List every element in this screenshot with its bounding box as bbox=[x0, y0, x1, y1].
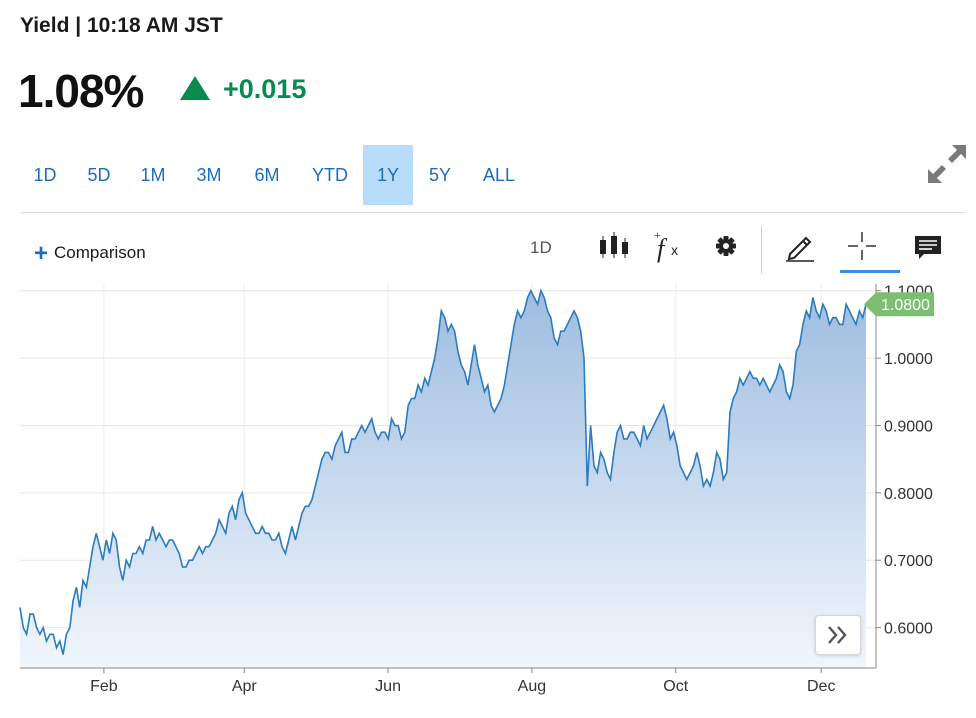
y-tick-label: 0.9000 bbox=[884, 418, 933, 435]
range-tab-6m[interactable]: 6M bbox=[254, 165, 280, 185]
crosshair-icon[interactable] bbox=[844, 228, 880, 264]
x-tick-label: Apr bbox=[232, 678, 258, 695]
add-comparison-button[interactable]: + Comparison bbox=[34, 240, 146, 268]
last-value-badge bbox=[864, 292, 934, 317]
up-arrow-icon bbox=[180, 76, 210, 100]
x-tick-label: Feb bbox=[90, 678, 118, 695]
svg-text:f: f bbox=[657, 234, 668, 263]
range-tab-ytd[interactable]: YTD bbox=[312, 165, 348, 185]
yield-chart[interactable]: 1.10001.00000.90000.80000.70000.6000FebA… bbox=[0, 280, 976, 710]
pencil-icon[interactable] bbox=[782, 228, 818, 264]
fullscreen-expand-icon[interactable] bbox=[926, 143, 968, 185]
candlestick-icon[interactable] bbox=[596, 228, 632, 264]
range-tab-1d[interactable]: 1D bbox=[33, 165, 57, 185]
comment-icon[interactable] bbox=[910, 228, 946, 264]
svg-text:x: x bbox=[671, 242, 678, 258]
x-tick-label: Aug bbox=[518, 678, 546, 695]
interval-selector[interactable]: 1D bbox=[530, 238, 552, 257]
y-tick-label: 0.8000 bbox=[884, 486, 933, 503]
range-tab-3m[interactable]: 3M bbox=[196, 165, 222, 185]
plus-icon: + bbox=[34, 240, 49, 267]
yield-title: Yield | 10:18 AM JST bbox=[20, 14, 223, 37]
y-tick-label: 1.0000 bbox=[884, 351, 933, 368]
range-tab-all[interactable]: ALL bbox=[482, 165, 516, 185]
yield-value: 1.08% bbox=[18, 65, 144, 117]
y-tick-label: 0.7000 bbox=[884, 553, 933, 570]
double-chevron-right-icon bbox=[828, 626, 847, 644]
range-tab-5d[interactable]: 5D bbox=[87, 165, 111, 185]
scroll-to-latest-button[interactable] bbox=[815, 615, 861, 655]
range-tab-1m[interactable]: 1M bbox=[140, 165, 166, 185]
y-tick-label: 0.6000 bbox=[884, 621, 933, 638]
toolbar-divider bbox=[20, 212, 966, 213]
yield-change: +0.015 bbox=[223, 74, 307, 104]
yield-area bbox=[20, 290, 866, 668]
function-icon[interactable]: + f x bbox=[652, 228, 688, 264]
range-tab-1y[interactable]: 1Y bbox=[363, 145, 413, 205]
svg-text:+: + bbox=[654, 228, 661, 242]
range-tab-5y[interactable]: 5Y bbox=[428, 165, 452, 185]
toolbar-separator bbox=[761, 226, 762, 274]
yield-line bbox=[19, 288, 867, 655]
gear-icon[interactable] bbox=[708, 228, 744, 264]
active-tool-indicator bbox=[840, 270, 900, 273]
x-tick-label: Oct bbox=[663, 678, 688, 695]
x-tick-label: Dec bbox=[807, 678, 835, 695]
x-tick-label: Jun bbox=[375, 678, 401, 695]
comparison-label: Comparison bbox=[54, 243, 146, 262]
last-value-label: 1.0800 bbox=[881, 297, 930, 314]
